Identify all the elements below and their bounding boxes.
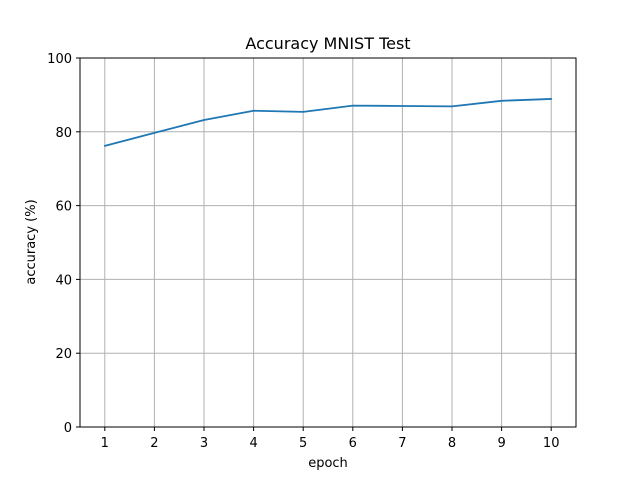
x-tick-label: 1 bbox=[101, 436, 109, 451]
y-tick-label: 100 bbox=[47, 52, 72, 67]
plot-frame bbox=[79, 57, 577, 428]
x-axis-label: epoch bbox=[308, 456, 348, 471]
x-tick-label: 2 bbox=[150, 436, 158, 451]
x-tick-label: 4 bbox=[249, 436, 257, 451]
chart-title: Accuracy MNIST Test bbox=[245, 34, 410, 53]
x-tick-label: 8 bbox=[448, 436, 456, 451]
y-tick-label: 60 bbox=[55, 200, 72, 215]
series-layer bbox=[103, 98, 553, 147]
y-axis-label: accuracy (%) bbox=[24, 199, 39, 284]
x-tick-label: 5 bbox=[299, 436, 307, 451]
x-tick-label: 9 bbox=[497, 436, 505, 451]
axes-layer bbox=[79, 57, 577, 428]
y-tick-label: 0 bbox=[64, 421, 72, 436]
y-tick-label: 80 bbox=[55, 126, 72, 141]
series-line bbox=[103, 98, 553, 147]
x-tick-label: 3 bbox=[200, 436, 208, 451]
y-tick-label: 40 bbox=[55, 273, 72, 288]
grid-layer bbox=[80, 57, 576, 428]
x-tick-label: 7 bbox=[398, 436, 406, 451]
y-tick-label: 20 bbox=[55, 347, 72, 362]
x-tick-label: 6 bbox=[349, 436, 357, 451]
x-tick-label: 10 bbox=[543, 436, 560, 451]
